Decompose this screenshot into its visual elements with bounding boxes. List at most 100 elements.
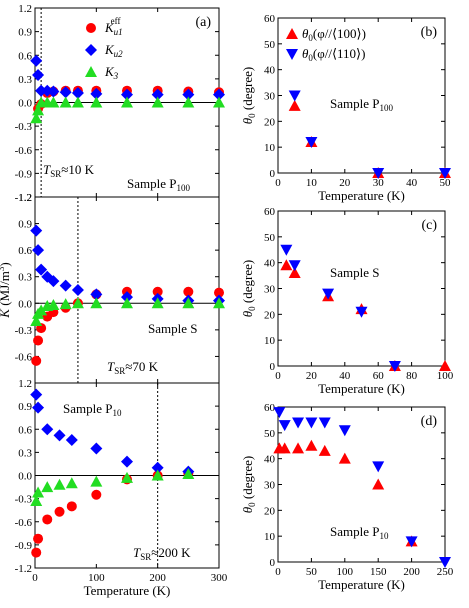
data-point-triangle-down [355,306,368,318]
tsr-label-symbol: T [133,545,141,560]
series-blue [30,224,225,307]
data-point-diamond [32,244,45,257]
data-point-triangle [182,467,195,479]
legend-entry: K3 [104,64,119,81]
data-point-triangle [71,96,84,108]
legend-symbol: K [104,42,115,57]
sample-label: Sample P100 [330,96,393,113]
data-point-triangle-down [273,407,286,419]
data-point-diamond [30,388,43,401]
sample-label-text: Sample P [127,176,176,191]
data-point-triangle [53,478,66,490]
data-point-triangle-down [288,260,301,272]
legend-sub: 0 [308,33,313,43]
data-point-triangle [151,297,164,309]
legend-entry: Ku2 [104,42,123,59]
sample-label-sub: 10 [112,408,122,418]
legend-entry: Ku1eff [104,16,123,37]
data-point-diamond [71,284,84,296]
sample-label-text: Sample P [330,96,379,111]
data-point-triangle-down [278,420,291,432]
legend-symbol: K [104,20,115,35]
panel-c: 0 10 20 30 40 50 60 0 20 40 60 80 100 Temperature (K)… [240,206,454,396]
legend-marker [286,28,298,39]
y-axis-label-symbol: K [0,308,12,319]
data-point-diamond [59,279,72,292]
data-point-circle [91,489,102,500]
data-point-diamond [90,288,103,301]
y-tick-label: 60 [264,13,276,25]
data-point-triangle [30,112,43,124]
data-point-diamond [121,88,133,101]
y-tick-label: 30 [264,91,276,103]
y-tick-label: -0.3 [15,121,33,133]
y-tick-label: 0.9 [18,27,32,39]
y-tick-label: 0 [270,168,276,180]
data-point-triangle-down [318,417,331,429]
panel-a: -1.2 -0.9 -0.6 -0.3 0.0 0.3 0.6 0.9 1.2 (a) Sample… [15,3,225,204]
y-tick-label: 50 [264,39,276,51]
data-point-triangle [35,304,48,316]
data-point-diamond [121,455,133,468]
data-point-triangle [278,442,291,454]
data-point-triangle [90,297,103,309]
legend-marker [85,66,97,77]
y-tick-label: -0.3 [15,325,33,337]
x-tick-label: 30 [373,177,385,189]
data-point-circle [214,287,224,298]
x-tick-label: 0 [32,572,38,584]
data-point-triangle [59,96,72,108]
x-tick-label: 0 [275,370,281,382]
y-tick-label: -0.9 [15,168,33,180]
data-point-triangle [151,96,164,108]
data-point-circle [42,514,53,525]
panel-b: 0 10 20 30 40 50 60 0 10 20 30 40 50 Temperature (K) θ… [240,13,451,203]
sample-label-sub: 100 [176,183,190,193]
series-blue [280,244,401,372]
panel-letter: (c) [421,218,437,233]
y-tick-label: 0 [270,361,276,373]
y-tick-label: -0.6 [15,145,33,157]
y-axis-label-symbol: θ [240,310,255,317]
data-point-triangle [288,99,301,111]
y-tick-label: -1.2 [15,563,32,575]
legend-marker [286,49,298,60]
y-axis-label-unit: (degree) [240,456,255,503]
data-point-triangle [318,444,331,456]
data-point-triangle [41,481,54,493]
data-point-triangle [32,104,45,116]
legend-marker [86,23,96,33]
sample-label-sub: 10 [379,531,389,541]
data-point-diamond [35,263,48,276]
data-point-diamond [47,85,60,98]
y-tick-label: 40 [264,65,276,77]
data-point-diamond [182,88,195,101]
legend-symbol: K [104,64,115,79]
y-axis-label-unit: (degree) [240,67,255,114]
y-axis-label-symbol: θ [240,506,255,513]
y-axis-label-sub: 0 [247,502,257,507]
data-point-diamond [30,224,43,237]
y-tick-label: 50 [264,232,276,244]
y-tick-label: 1.2 [18,3,32,15]
legend-symbol: θ [302,46,309,61]
y-axis-label-sup: 3 [0,266,6,271]
y-tick-label: 30 [264,480,276,492]
data-point-diamond [90,442,103,455]
data-point-triangle [305,439,318,451]
y-tick-label: 0.9 [18,219,32,231]
data-point-diamond [151,88,164,101]
y-axis-label: θ0 (degree) [240,456,257,513]
y-tick-label: -1.2 [15,192,32,204]
y-tick-label: -0.9 [15,540,33,552]
data-point-triangle [182,96,195,108]
data-point-diamond [32,68,45,81]
y-axis-label: θ0 (degree) [240,67,257,124]
x-tick-label: 200 [403,566,420,578]
data-point-triangle [71,297,84,309]
data-point-circle [152,286,163,297]
data-point-triangle-down [338,425,351,437]
data-point-circle [33,335,44,346]
y-tick-label: -0.6 [15,517,33,529]
